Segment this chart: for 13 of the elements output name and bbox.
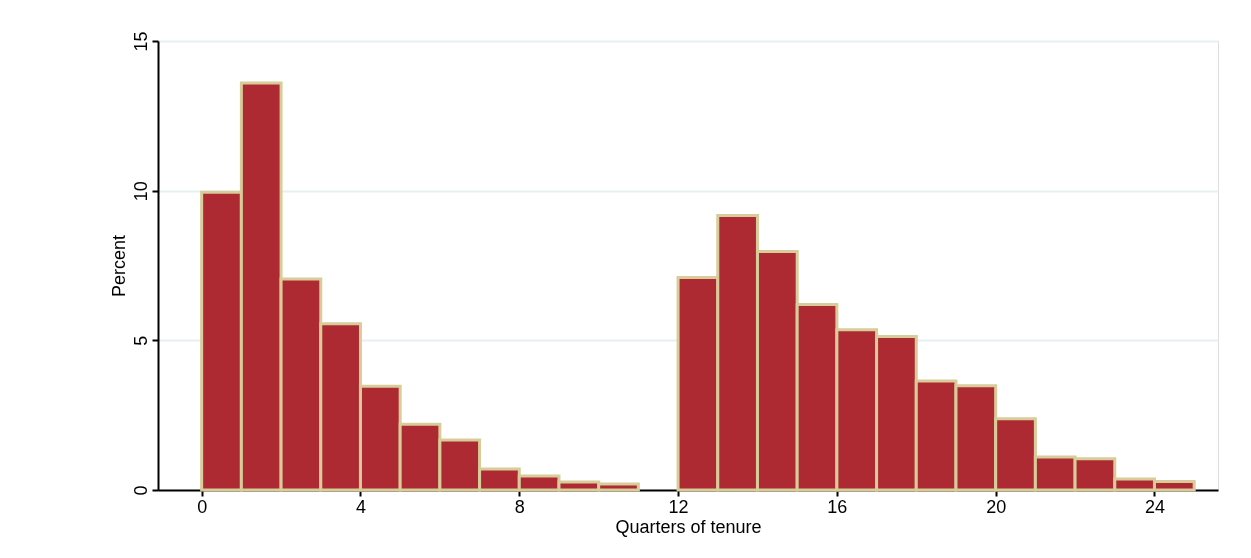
x-tick-label: 20 (986, 496, 1007, 517)
y-tick-label: 0 (130, 485, 151, 496)
y-tick-label: 5 (130, 335, 151, 346)
x-tick-label: 0 (197, 496, 208, 517)
x-axis-title: Quarters of tenure (615, 516, 762, 537)
y-tick-label: 15 (130, 31, 151, 52)
x-tick-label: 12 (668, 496, 689, 517)
y-axis-title: Percent (108, 234, 129, 298)
y-tick-label: 10 (130, 181, 151, 202)
x-tick-label: 4 (355, 496, 366, 517)
x-tick-label: 16 (827, 496, 848, 517)
x-tick-label: 8 (514, 496, 525, 517)
x-tick-label: 24 (1144, 496, 1165, 517)
